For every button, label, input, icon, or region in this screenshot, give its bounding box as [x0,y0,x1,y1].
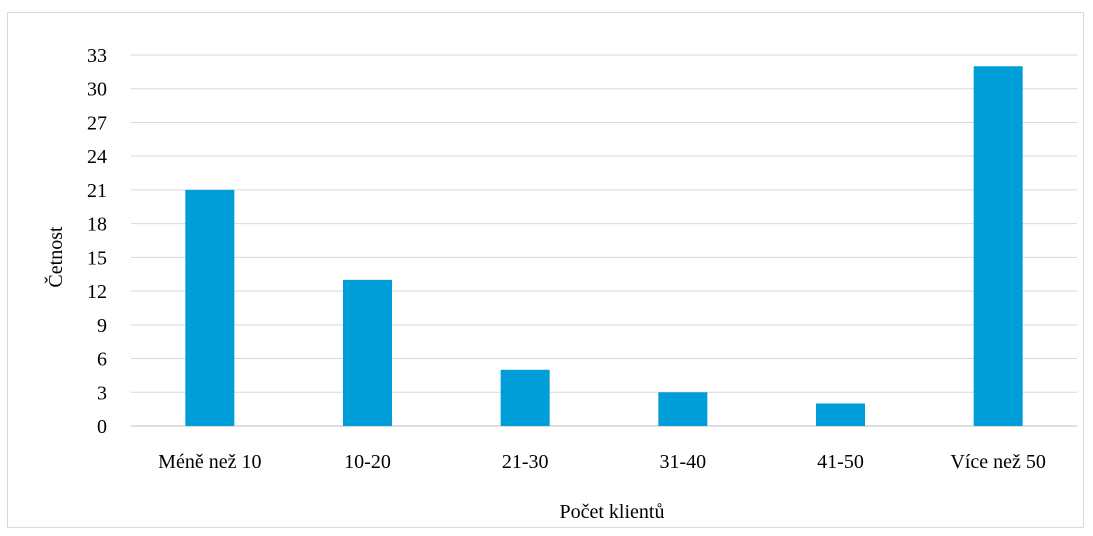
bar [973,66,1023,426]
bar [500,369,550,426]
y-tick-label: 9 [97,315,107,337]
y-tick-label: 3 [97,382,107,404]
y-tick-label: 15 [87,247,107,269]
bar [816,403,865,426]
y-tick-label: 24 [87,146,107,168]
y-tick-label: 6 [97,349,107,371]
x-tick-label: 21-30 [502,451,549,473]
y-tick-label: 30 [87,79,107,101]
bar [185,189,235,426]
y-axis-title: Četnost [43,226,67,288]
y-tick-label: 21 [87,180,107,202]
bar [658,392,708,426]
bars [185,66,1023,426]
x-tick-label: 10-20 [344,451,391,473]
x-tick-label: Méně než 10 [158,451,261,473]
x-tick-label: 41-50 [817,451,864,473]
bar [343,279,392,426]
y-tick-label: 0 [97,416,107,438]
y-tick-label: 27 [87,112,107,134]
gridlines [131,54,1077,427]
x-tick-label: Více než 50 [950,451,1046,473]
y-tick-label: 12 [87,281,107,303]
y-tick-label: 18 [87,214,107,236]
x-tick-labels: Méně než 10 10-20 21-30 31-40 41-50 Více než … [158,451,1046,473]
x-tick-label: 31-40 [659,451,706,473]
y-tick-labels: 0 3 6 9 12 15 18 21 24 27 30 33 [87,45,107,438]
x-axis-title: Počet klientů [560,501,665,523]
y-tick-label: 33 [87,45,107,67]
